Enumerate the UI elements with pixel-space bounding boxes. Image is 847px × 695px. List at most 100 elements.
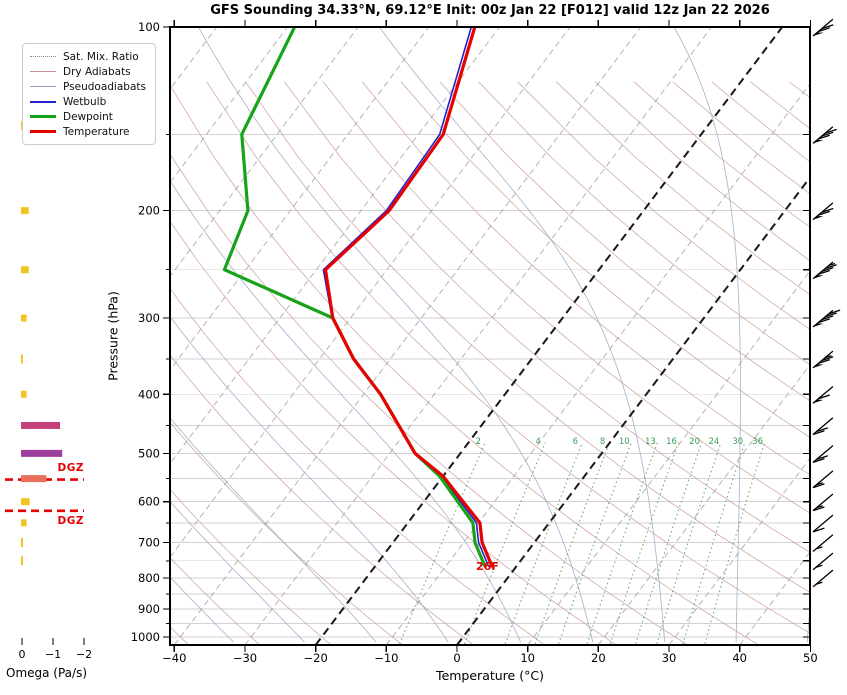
omega-tick-label: 0 [19, 648, 26, 661]
pressure-tick-label: 900 [138, 602, 160, 616]
mixing-ratio-labels: 2 4 6 8 10 13 16 20 24 30 36 [475, 437, 763, 447]
pressure-tick-label: 300 [138, 311, 160, 325]
pressure-tick-label: 100 [138, 20, 160, 34]
temperature-curve [323, 27, 494, 568]
temp-tick-label: 40 [732, 651, 747, 665]
omega-bar [21, 421, 61, 429]
legend-item: Wetbulb [30, 94, 149, 109]
pseudoadiabat-line-swatch [30, 86, 56, 87]
dry-adiabat-line-swatch [30, 71, 56, 72]
temp-tick-label: −20 [304, 651, 328, 665]
temp-tick-label: 20 [591, 651, 606, 665]
legend-item: Dewpoint [30, 109, 149, 124]
temp-tick-label: 0 [453, 651, 460, 665]
mixing-ratio-value: 13 [645, 437, 656, 447]
wetbulb-line-swatch [30, 100, 56, 103]
omega-bar [21, 475, 47, 483]
pressure-tick-label: 700 [138, 536, 160, 550]
wind-barb [812, 445, 834, 463]
wind-barb [812, 493, 834, 512]
wind-barb [812, 350, 834, 369]
legend-label: Dewpoint [63, 110, 113, 123]
omega-bar [21, 556, 23, 566]
pressure-axis-label: Pressure (hPa) [105, 291, 121, 381]
temperature-axis-label: Temperature (°C) [436, 668, 544, 683]
legend-label: Temperature [63, 125, 130, 138]
wind-barb [812, 261, 837, 280]
omega-tick-label: −1 [45, 648, 61, 661]
omega-bar [21, 390, 27, 398]
surface-temp-label: 26F [476, 560, 499, 573]
omega-bar [21, 538, 23, 548]
isotherms [170, 27, 810, 645]
mixing-ratio-value: 16 [666, 437, 677, 447]
profiles [222, 27, 494, 568]
legend-item: Pseudoadiabats [30, 79, 149, 94]
temperature-line-swatch [30, 130, 56, 133]
wind-barb [812, 470, 834, 489]
omega-axis-label: Omega (Pa/s) [6, 666, 88, 680]
temp-tick-label: −40 [162, 651, 186, 665]
dgz-label-upper: DGZ [57, 462, 84, 474]
omega-bar [21, 519, 27, 527]
omega-axis: 0 −1 −2 [19, 638, 92, 661]
legend-item: Temperature [30, 124, 149, 139]
legend: Sat. Mix. Ratio Dry Adiabats Pseudoadiab… [22, 43, 156, 145]
mixing-ratio-value: 24 [708, 437, 719, 447]
temp-tick-label: 50 [803, 651, 818, 665]
mixing-ratio-value: 4 [535, 437, 540, 447]
mixing-ratio-value: 20 [689, 437, 700, 447]
legend-label: Pseudoadiabats [63, 80, 146, 93]
legend-item: Dry Adiabats [30, 64, 149, 79]
pressure-tick-label: 400 [138, 387, 160, 401]
temp-tick-label: 10 [520, 651, 535, 665]
dgz-lines [5, 478, 84, 513]
dry-adiabats [170, 81, 810, 645]
dewpoint-line-swatch [30, 115, 56, 118]
temp-tick-label: −30 [233, 651, 257, 665]
wind-barb [812, 534, 834, 553]
mixing-ratio-value: 2 [475, 437, 480, 447]
mixing-ratio-value: 8 [600, 437, 605, 447]
legend-label: Wetbulb [63, 95, 107, 108]
wind-barb [812, 514, 834, 533]
wind-barb [812, 569, 834, 588]
wind-barb [812, 417, 834, 436]
omega-bar [21, 314, 27, 322]
mixing-ratio-value: 30 [732, 437, 743, 447]
dgz-label-lower: DGZ [57, 515, 84, 527]
omega-tick-label: −2 [76, 648, 92, 661]
temp-tick-label: 30 [662, 651, 677, 665]
omega-bar [21, 498, 30, 506]
pressure-tick-label: 600 [138, 495, 160, 509]
wind-barb [812, 386, 834, 404]
omega-bar [21, 207, 29, 215]
omega-bar [21, 449, 63, 457]
pressure-tick-label: 1000 [131, 630, 160, 644]
wind-barb [812, 552, 834, 571]
legend-label: Dry Adiabats [63, 65, 131, 78]
wind-barbs [812, 18, 841, 588]
omega-bar [21, 266, 29, 274]
omega-bars [21, 120, 63, 566]
temp-tick-label: −10 [374, 651, 398, 665]
legend-item: Sat. Mix. Ratio [30, 49, 149, 64]
mixing-ratio-value: 10 [619, 437, 630, 447]
legend-label: Sat. Mix. Ratio [63, 50, 139, 63]
wind-barb [812, 202, 834, 221]
mixing-ratio-value: 6 [573, 437, 578, 447]
wind-barb [812, 309, 841, 328]
wind-barb [812, 18, 834, 37]
pseudoadiabats [170, 27, 810, 643]
pressure-tick-label: 800 [138, 571, 160, 585]
pressure-tick-label: 200 [138, 204, 160, 218]
sat-mix-ratio-line-swatch [30, 56, 56, 57]
mixing-ratio-lines [398, 442, 766, 645]
mixing-ratio-value: 36 [752, 437, 763, 447]
chart-title: GFS Sounding 34.33°N, 69.12°E Init: 00z … [210, 3, 770, 18]
wind-barb [812, 126, 837, 144]
omega-bar [21, 354, 23, 364]
